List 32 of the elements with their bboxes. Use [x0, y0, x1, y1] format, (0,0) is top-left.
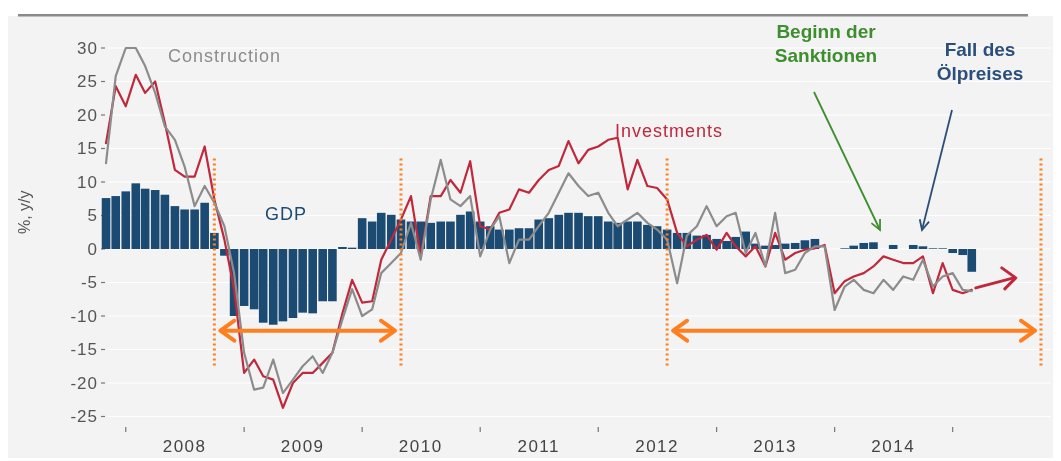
bar [357, 218, 367, 249]
y-tick-label: -5 [80, 273, 98, 293]
bar [790, 242, 800, 249]
x-tick-label: 2014 [871, 437, 916, 456]
y-tick-label: 10 [77, 172, 98, 192]
bar [239, 249, 249, 306]
y-tick-label: 15 [77, 139, 98, 159]
y-axis-title: %, y/y [16, 190, 33, 235]
bar [800, 240, 810, 249]
y-tick-label: -25 [70, 407, 98, 427]
x-tick-label: 2008 [162, 437, 207, 456]
series-label: Investments [615, 121, 724, 141]
y-tick-label: 20 [77, 105, 98, 125]
y-tick-label: -15 [70, 340, 98, 360]
y-tick-label: 0 [87, 239, 98, 259]
x-tick-label: 2011 [517, 437, 561, 456]
bar [888, 244, 898, 249]
series-label: Construction [168, 46, 282, 66]
annotation: Fall des Ölpreises [936, 39, 1024, 84]
bar [160, 194, 170, 249]
x-tick-label: 2010 [398, 437, 443, 456]
bar [150, 190, 160, 249]
x-tick-label: 2013 [753, 437, 798, 456]
series-label: GDP [265, 204, 308, 224]
y-tick-label: 25 [77, 72, 98, 92]
y-tick-label: 5 [87, 206, 98, 226]
y-tick-label: 30 [77, 38, 98, 58]
y-tick-label: -20 [70, 373, 98, 393]
x-tick-label: 2012 [635, 437, 680, 456]
y-tick-label: -10 [70, 306, 98, 326]
annotation: Beginn der Sanktionen [774, 21, 878, 66]
x-tick-label: 2009 [280, 437, 325, 456]
